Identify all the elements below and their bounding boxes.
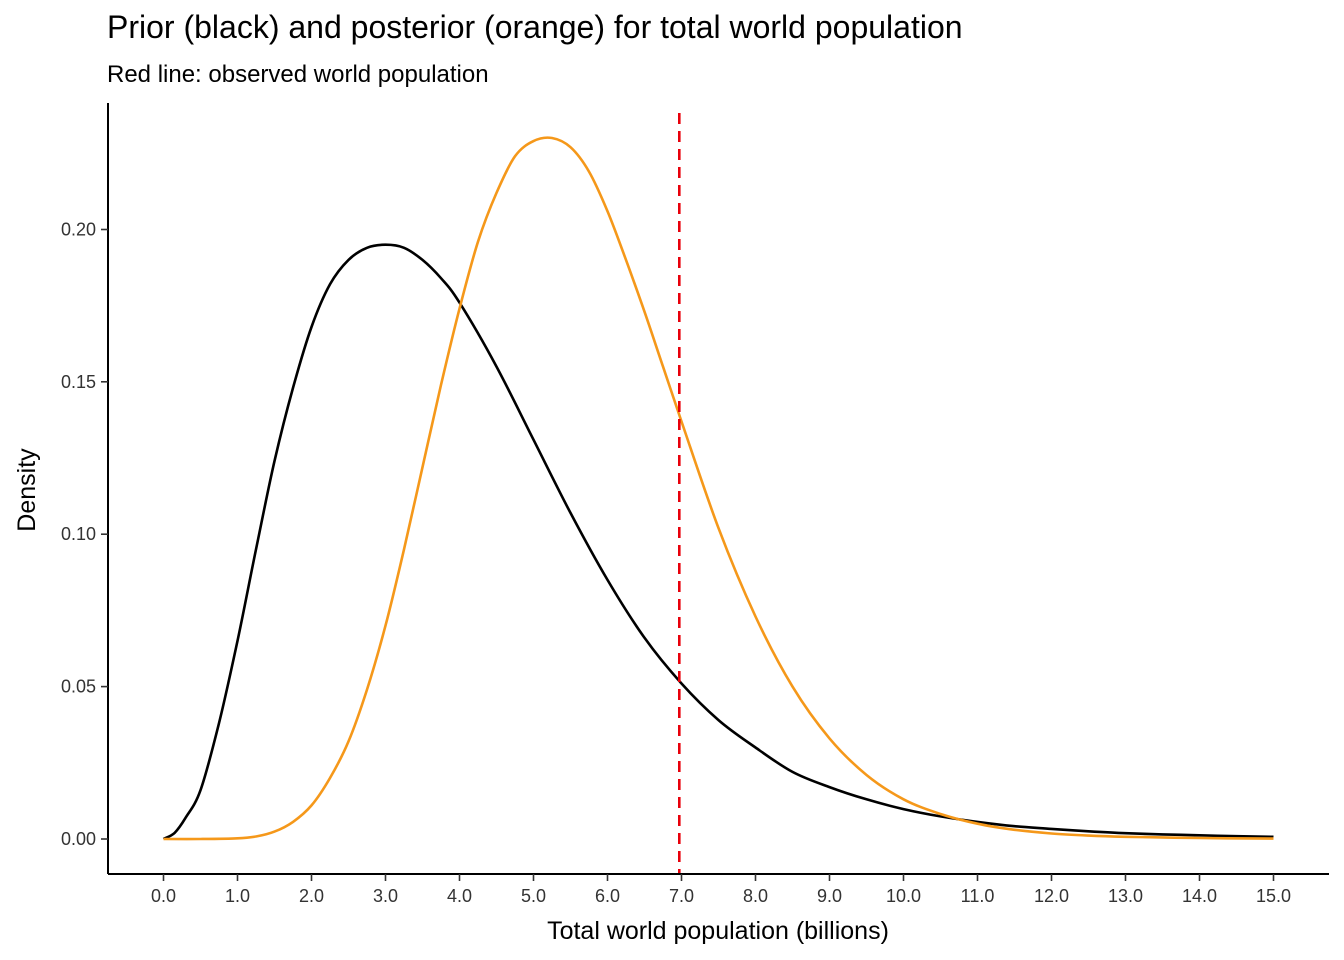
y-tick-label: 0.20 — [61, 220, 96, 240]
x-tick-label: 6.0 — [595, 886, 620, 906]
x-axis-ticks: 0.0 1.0 2.0 3.0 4.0 5.0 6.0 7.0 8.0 9.0 10.0 11.0 12… — [151, 874, 1291, 906]
prior-density-line — [162, 243, 1274, 841]
x-tick-label: 1.0 — [225, 886, 250, 906]
y-tick-label: 0.15 — [61, 372, 96, 392]
x-tick-label: 12.0 — [1034, 886, 1069, 906]
x-tick-label: 13.0 — [1108, 886, 1143, 906]
x-axis-title: Total world population (billions) — [547, 917, 889, 945]
y-tick-label: 0.00 — [61, 829, 96, 849]
x-tick-label: 9.0 — [817, 886, 842, 906]
x-tick-label: 5.0 — [521, 886, 546, 906]
x-tick-label: 2.0 — [299, 886, 324, 906]
y-tick-label: 0.05 — [61, 677, 96, 697]
x-tick-label: 11.0 — [961, 886, 995, 906]
plot-lines — [162, 113, 1274, 874]
x-tick-label: 14.0 — [1182, 886, 1217, 906]
x-tick-label: 0.0 — [151, 886, 176, 906]
y-axis-ticks: 0.00 0.05 0.10 0.15 0.20 — [61, 220, 108, 849]
chart-subtitle: Red line: observed world population — [107, 61, 489, 88]
x-tick-label: 8.0 — [743, 886, 768, 906]
x-tick-label: 4.0 — [447, 886, 472, 906]
x-tick-label: 7.0 — [669, 886, 694, 906]
posterior-density-line — [163, 136, 1274, 841]
x-tick-label: 3.0 — [373, 886, 398, 906]
y-tick-label: 0.10 — [61, 524, 96, 544]
chart-title: Prior (black) and posterior (orange) for… — [107, 9, 963, 45]
x-tick-label: 10.0 — [886, 886, 921, 906]
y-axis-title: Density — [13, 448, 41, 532]
x-tick-label: 15.0 — [1256, 886, 1291, 906]
